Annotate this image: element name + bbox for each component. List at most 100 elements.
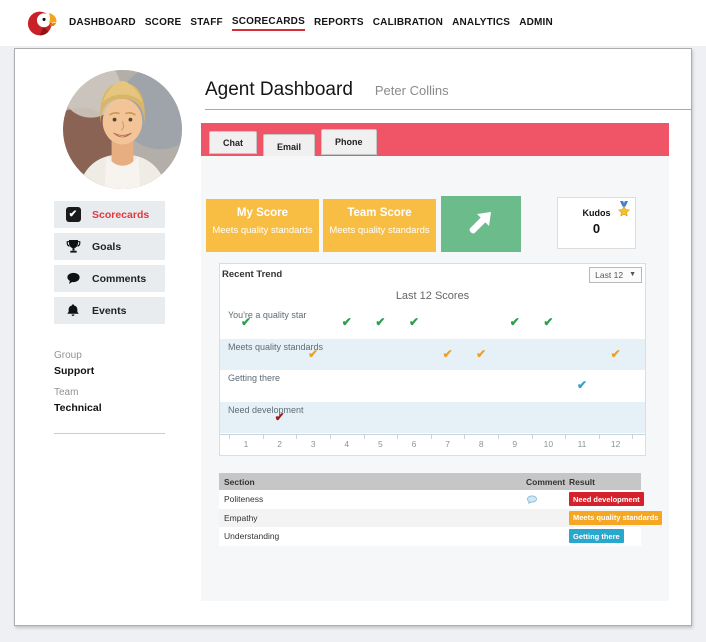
score-check-mark: ✔	[476, 346, 487, 361]
trend-panel-header: Recent Trend Last 12 ▼	[220, 264, 645, 285]
kudos-count: 0	[592, 221, 601, 236]
x-axis-tick	[531, 435, 533, 439]
table-header-result: Result	[564, 473, 641, 490]
result-badge: Need development	[569, 492, 644, 507]
trophy-icon	[65, 239, 81, 255]
sidebar-item-label: Events	[92, 304, 127, 317]
results-table-header-row: Section Comment Result	[219, 473, 641, 490]
nav-item-analytics[interactable]: ANALYTICS	[452, 16, 511, 28]
my-score-value: Meets quality standards	[212, 225, 313, 236]
chart-row-label: You're a quality star	[228, 310, 307, 320]
team-score-value: Meets quality standards	[329, 225, 430, 236]
results-table: Section Comment Result Politeness Need deve…	[219, 473, 663, 546]
content-area: My Score Meets quality standards Team Sc…	[201, 156, 669, 601]
nav-item-calibration[interactable]: CALIBRATION	[372, 16, 444, 28]
trend-range-value: Last 12	[595, 269, 624, 280]
table-row: Empathy Meets quality standards	[219, 508, 663, 527]
comment-cell	[521, 508, 564, 527]
x-axis-tick-label: 3	[310, 439, 316, 449]
chart-row: You're a quality star ✔ ✔ ✔ ✔ ✔ ✔	[220, 307, 645, 339]
my-score-title: My Score	[236, 207, 289, 219]
x-axis-tick-label: 5	[378, 439, 383, 449]
comment-cell	[521, 527, 564, 546]
result-cell: Getting there	[564, 527, 641, 546]
results-table-body: Politeness Need development Empathy Meets q…	[219, 490, 663, 546]
result-cell: Meets quality standards	[564, 508, 663, 527]
chart-row: Need development ✔	[220, 401, 645, 433]
sidebar-item-scorecards[interactable]: ✔ Scorecards	[54, 201, 165, 228]
x-axis-tick-label: 8	[478, 439, 484, 449]
group-label: Group	[54, 350, 82, 361]
my-score-tile[interactable]: My Score Meets quality standards	[206, 199, 319, 252]
x-axis-tick-label: 7	[445, 439, 450, 449]
team-score-tile[interactable]: Team Score Meets quality standards	[323, 199, 436, 252]
comment-bubble-icon[interactable]	[526, 494, 538, 504]
chart-rows: You're a quality star ✔ ✔ ✔ ✔ ✔ ✔ Meets quality…	[220, 307, 645, 433]
x-axis-tick-label: 12	[610, 439, 621, 449]
chart-row-label: Meets quality standards	[228, 341, 324, 352]
sidebar-menu: ✔ Scorecards Goals Comments Events	[54, 201, 165, 329]
table-header-section: Section	[219, 473, 521, 490]
section-cell: Understanding	[224, 531, 280, 542]
sidebar-item-comments[interactable]: Comments	[54, 265, 165, 292]
kudos-tile[interactable]: Kudos 0	[557, 197, 636, 249]
score-check-mark: ✔	[442, 346, 453, 361]
result-cell: Need development	[564, 490, 644, 509]
chart-row: Getting there ✔	[220, 370, 645, 402]
x-axis-tick-label: 4	[344, 439, 350, 449]
arrow-up-right-icon	[464, 205, 498, 244]
x-axis-tick	[229, 435, 231, 439]
x-axis-tick-label: 2	[277, 439, 282, 449]
trend-indicator-tile[interactable]	[441, 196, 521, 252]
team-label: Team	[54, 387, 79, 398]
table-row: Understanding Getting there	[219, 527, 641, 546]
nav-item-score[interactable]: SCORE	[144, 16, 182, 28]
x-axis-tick-label: 10	[543, 439, 554, 449]
chevron-down-icon: ▼	[629, 271, 636, 278]
sidebar-item-goals[interactable]: Goals	[54, 233, 165, 260]
chart-row-label: Need development	[228, 404, 304, 415]
team-score-title: Team Score	[347, 207, 412, 219]
result-badge: Getting there	[569, 529, 624, 544]
sidebar-item-events[interactable]: Events	[54, 297, 165, 324]
comment-icon	[65, 271, 81, 287]
x-axis-tick	[430, 435, 432, 439]
table-row: Politeness Need development	[219, 490, 644, 509]
trend-panel-title: Recent Trend	[222, 269, 283, 280]
result-badge: Meets quality standards	[569, 510, 663, 525]
nav-item-staff[interactable]: STAFF	[190, 16, 223, 28]
star-medal-icon	[616, 201, 632, 218]
trend-range-select[interactable]: Last 12 ▼	[589, 266, 642, 283]
channel-banner: Chat Email Phone	[201, 123, 669, 159]
tab-email[interactable]: Email	[263, 134, 316, 159]
x-axis-tick	[598, 435, 600, 439]
x-axis-tick-label: 1	[243, 439, 249, 449]
section-cell: Empathy	[219, 508, 521, 527]
x-axis-tick	[397, 435, 399, 439]
bell-icon	[65, 303, 81, 319]
x-axis-tick	[363, 435, 365, 439]
agent-name: Peter Collins	[374, 83, 449, 98]
score-check-mark: ✔	[308, 346, 319, 361]
x-axis-tick-label: 6	[411, 439, 417, 449]
tab-phone[interactable]: Phone	[321, 129, 377, 155]
x-axis-tick	[262, 435, 264, 439]
avatar	[63, 70, 182, 189]
nav-item-scorecards[interactable]: SCORECARDS	[231, 16, 305, 31]
page-header: Agent Dashboard Peter Collins	[205, 79, 449, 101]
x-axis-tick	[632, 435, 634, 439]
score-check-mark: ✔	[576, 378, 588, 392]
nav-item-dashboard[interactable]: DASHBOARD	[69, 16, 136, 28]
x-axis-tick	[330, 435, 331, 439]
comment-cell	[521, 490, 564, 509]
nav-item-reports[interactable]: REPORTS	[313, 16, 364, 28]
score-check-mark: ✔	[341, 315, 352, 329]
top-nav: DASHBOARD SCORE STAFF SCORECARDS REPORTS CALI…	[0, 0, 706, 46]
chart-x-axis: 1 2 3 4 5 6 7 8 9 10 11 12	[220, 434, 645, 453]
nav-item-admin[interactable]: ADMIN	[519, 16, 553, 28]
score-check-mark: ✔	[408, 315, 420, 329]
score-check-mark: ✔	[274, 409, 285, 424]
x-axis-tick	[296, 435, 298, 439]
tab-chat[interactable]: Chat	[209, 131, 257, 154]
recent-trend-panel: Recent Trend Last 12 ▼ Last 12 Scores Yo…	[219, 263, 646, 456]
